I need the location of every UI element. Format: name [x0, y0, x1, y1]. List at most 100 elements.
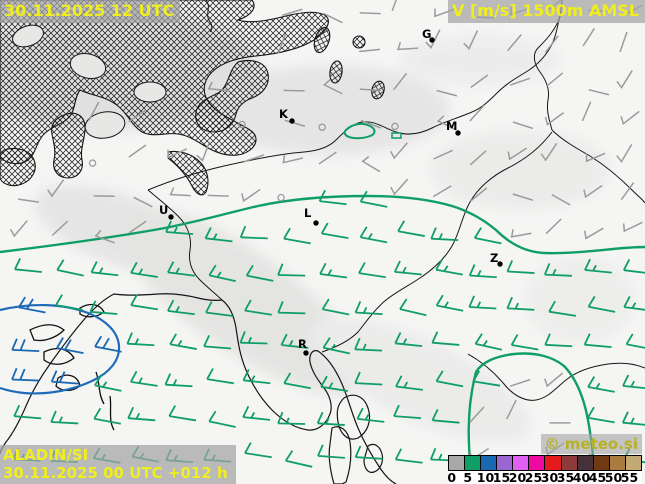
wind-barb — [551, 193, 571, 206]
wind-barb — [127, 406, 156, 422]
wind-barb — [437, 115, 457, 131]
legend-cell — [528, 456, 545, 470]
wind-barb — [544, 333, 573, 348]
wind-barb — [323, 12, 343, 24]
wind-barb — [474, 333, 503, 351]
wind-barb — [354, 337, 383, 352]
wind-barb — [93, 195, 115, 197]
wind-barb — [204, 227, 233, 243]
wind-barb — [470, 74, 489, 89]
wind-barb — [320, 222, 349, 240]
calm-wind-symbol — [277, 193, 285, 202]
wind-barb — [167, 148, 187, 159]
wind-barb — [244, 299, 272, 316]
wind-barb — [360, 119, 382, 129]
wind-barb — [169, 187, 191, 197]
wind-barb — [540, 142, 558, 162]
legend-value-labels: 0 5 10 15 20 25 30 35 40 45 50 55 — [447, 470, 642, 484]
wind-barb — [431, 331, 460, 346]
wind-barb — [616, 70, 633, 89]
wind-barb — [583, 333, 612, 349]
wind-barb — [543, 263, 572, 277]
wind-barb — [243, 154, 265, 163]
wind-barb — [11, 367, 40, 382]
wind-barb — [167, 261, 195, 277]
wind-barb — [397, 220, 425, 237]
wind-barb — [277, 411, 306, 425]
calm-wind-symbol — [238, 120, 246, 129]
wind-barb — [359, 88, 381, 92]
wind-barb — [317, 444, 345, 459]
wind-barb — [203, 335, 232, 350]
wind-barb — [320, 375, 348, 392]
wind-barb — [207, 81, 229, 92]
wind-barb — [283, 227, 311, 245]
wind-barb — [316, 411, 345, 426]
wind-barb — [50, 370, 79, 385]
wind-barb — [463, 30, 479, 50]
calm-wind-symbol — [391, 122, 399, 131]
wind-barb — [56, 259, 84, 277]
wind-barb — [321, 298, 350, 316]
wind-barb — [88, 101, 100, 121]
legend-tick-label: 45 — [588, 470, 607, 484]
wind-barb — [394, 448, 423, 464]
legend-tick-label: 25 — [524, 470, 543, 484]
wind-barb — [126, 332, 155, 347]
wind-barb — [319, 262, 348, 279]
wind-barb — [430, 227, 459, 242]
legend-tick-label: 5 — [463, 470, 473, 484]
wind-barb — [283, 372, 311, 390]
legend-tick-label: 0 — [447, 470, 457, 484]
wind-barb — [47, 179, 65, 198]
wind-barb — [510, 229, 532, 238]
wind-barb — [318, 151, 337, 165]
wind-barb — [241, 188, 261, 203]
wind-barb — [280, 333, 309, 349]
calm-wind-symbol — [318, 123, 326, 131]
wind-barb — [549, 422, 571, 424]
wind-barb — [435, 258, 463, 276]
wind-barb — [470, 187, 488, 202]
wind-barb — [395, 375, 423, 391]
wind-barb — [391, 0, 401, 12]
wind-barb — [468, 295, 497, 310]
wind-barb — [354, 445, 383, 460]
svg-text:U: U — [159, 203, 168, 217]
legend-cell — [544, 456, 561, 470]
wind-barb — [14, 258, 42, 273]
legend-tick-label: 30 — [540, 470, 559, 484]
wind-barb — [168, 405, 197, 422]
wind-barb — [472, 370, 501, 387]
wind-barb — [11, 338, 40, 352]
wind-speed-legend: © meteo.si 0 5 10 15 20 25 30 35 40 45 50 55 — [447, 434, 642, 484]
wind-barb — [242, 405, 271, 421]
wind-barb — [283, 89, 305, 92]
wind-barb — [544, 372, 564, 388]
svg-text:R: R — [298, 337, 307, 351]
wind-barb — [94, 335, 122, 353]
copyright-label: © meteo.si — [540, 434, 642, 454]
wind-barb — [620, 182, 635, 201]
svg-text:K: K — [279, 107, 289, 121]
legend-cell — [624, 456, 641, 470]
wind-barb — [469, 104, 485, 122]
city-marker: R — [298, 337, 309, 356]
wind-barb — [431, 408, 460, 424]
wind-barb — [90, 261, 119, 277]
wind-barb — [9, 220, 28, 238]
model-name: ALADIN/SI — [3, 446, 89, 464]
wind-barb — [284, 119, 306, 127]
hatch-gaps — [12, 24, 167, 139]
wind-barb — [164, 373, 193, 388]
svg-text:M: M — [446, 119, 457, 133]
legend-tick-label: 55 — [620, 470, 639, 484]
wind-barb — [507, 34, 522, 52]
wind-barb — [393, 72, 408, 91]
wind-barb — [89, 300, 118, 315]
wind-barb — [354, 301, 383, 316]
wind-barb — [167, 299, 195, 316]
wind-barb — [619, 31, 628, 53]
high-terrain-hatch — [0, 0, 385, 196]
variable-label: V [m/s] 1500m AMSL — [448, 0, 645, 23]
